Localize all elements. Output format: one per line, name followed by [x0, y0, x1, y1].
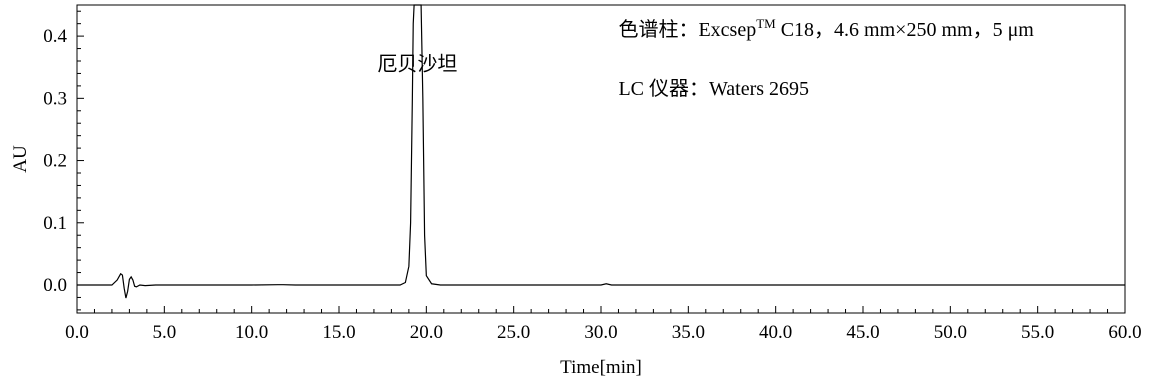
x-tick-label: 35.0 — [672, 322, 705, 343]
x-tick-label: 25.0 — [497, 322, 530, 343]
y-axis-title: AU — [10, 145, 31, 173]
y-tick-label: 0.3 — [43, 88, 67, 109]
plot-frame — [76, 4, 1126, 314]
x-tick-label: 40.0 — [759, 322, 792, 343]
x-tick-label: 45.0 — [846, 322, 879, 343]
instrument-info: LC 仪器：Waters 2695 — [618, 78, 809, 100]
x-tick-label: 50.0 — [934, 322, 967, 343]
x-tick-label: 10.0 — [235, 322, 268, 343]
x-tick-label: 0.0 — [65, 322, 89, 343]
x-tick-label: 30.0 — [584, 322, 617, 343]
x-tick-label: 20.0 — [410, 322, 443, 343]
peak-label: 厄贝沙坦 — [377, 52, 457, 75]
x-axis-title: Time[min] — [560, 357, 642, 378]
annotations: 厄贝沙坦 色谱柱：ExcsepTM C18，4.6 mm×250 mm，5 μm L… — [377, 16, 1034, 100]
y-tick-label: 0.2 — [43, 151, 67, 172]
column-info: 色谱柱：ExcsepTM C18，4.6 mm×250 mm，5 μm — [618, 16, 1034, 41]
x-tick-label: 15.0 — [322, 322, 355, 343]
x-tick-label: 60.0 — [1108, 322, 1141, 343]
y-tick-label: 0.1 — [43, 213, 67, 234]
y-axis: 0.0 0.1 0.2 0.3 0.4 — [43, 10, 84, 311]
x-tick-label: 5.0 — [152, 322, 176, 343]
x-axis: 0.0 5.0 10.0 15.0 20.0 25.0 30.0 35.0 40.0 45.0 50… — [65, 306, 1142, 343]
y-tick-label: 0.0 — [43, 275, 67, 296]
chromatogram-trace — [77, 4, 1125, 299]
y-tick-label: 0.4 — [43, 26, 67, 47]
x-tick-label: 55.0 — [1021, 322, 1054, 343]
